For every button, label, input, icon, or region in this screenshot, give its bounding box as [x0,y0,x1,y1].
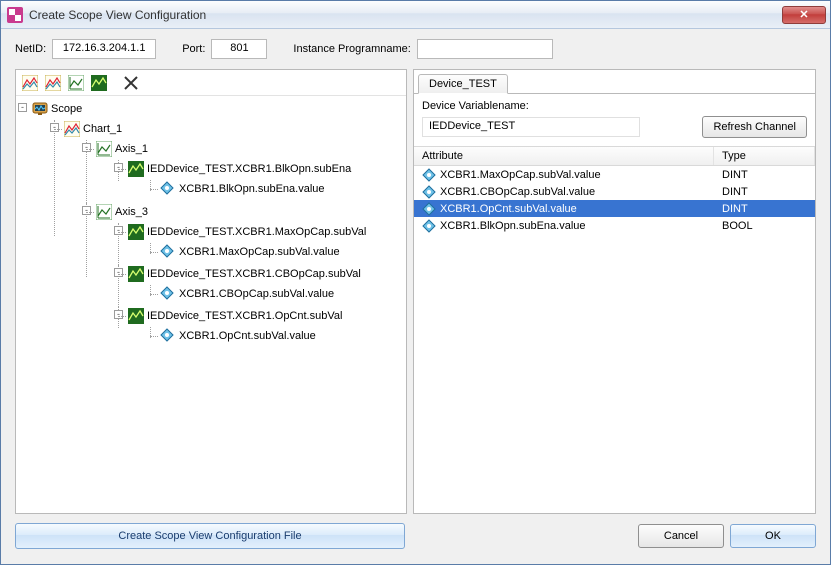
device-panel: Device_TEST Device Variablename: IEDDevi… [413,69,816,514]
variable-icon [160,244,176,260]
tree-node-device[interactable]: IEDDevice_TEST.XCBR1.OpCnt.subVal [128,308,342,324]
attribute-type: BOOL [714,220,815,232]
attribute-name: XCBR1.MaxOpCap.subVal.value [440,169,601,181]
refresh-channel-button[interactable]: Refresh Channel [702,116,807,138]
header-type[interactable]: Type [714,147,815,165]
attribute-row[interactable]: XCBR1.OpCnt.subVal.value DINT [414,200,815,217]
variable-icon [422,219,436,233]
scope-icon [32,101,48,117]
variable-icon [422,168,436,182]
expander-icon[interactable]: - [114,226,123,235]
attribute-row[interactable]: XCBR1.CBOpCap.subVal.value DINT [414,183,815,200]
app-icon [7,7,23,23]
device-varname-value: IEDDevice_TEST [422,117,640,137]
toolbar-delete[interactable] [121,73,141,93]
channel-icon [128,161,144,177]
chart-icon [64,121,80,137]
toolbar-scan-channel[interactable] [89,73,109,93]
close-button[interactable]: ✕ [782,6,826,24]
attribute-row[interactable]: XCBR1.BlkOpn.subEna.value BOOL [414,217,815,234]
window-title: Create Scope View Configuration [29,8,782,22]
axis-icon [96,204,112,220]
attribute-name: XCBR1.OpCnt.subVal.value [440,203,577,215]
channel-icon [128,308,144,324]
axis-icon [96,141,112,157]
variable-icon [160,286,176,302]
attribute-list[interactable]: XCBR1.MaxOpCap.subVal.valueDINTXCBR1.CBO… [414,166,815,513]
port-input[interactable]: 801 [211,39,267,59]
attribute-type: DINT [714,186,815,198]
variable-icon [422,202,436,216]
expander-icon[interactable]: - [114,310,123,319]
tree-node-axis-1[interactable]: Axis_1 [96,141,148,157]
dialog-footer: Create Scope View Configuration File Can… [1,520,830,564]
tree-node-device[interactable]: IEDDevice_TEST.XCBR1.BlkOpn.subEna [128,161,351,177]
cancel-button[interactable]: Cancel [638,524,724,548]
toolbar-scan-chart[interactable] [43,73,63,93]
attribute-type: DINT [714,203,815,215]
create-config-file-button[interactable]: Create Scope View Configuration File [15,523,405,549]
attribute-list-header: Attribute Type [414,146,815,166]
ok-button[interactable]: OK [730,524,816,548]
expander-icon[interactable]: - [114,268,123,277]
device-header: Device Variablename: IEDDevice_TEST Refr… [414,94,815,140]
main-area: - Scope - Chart_1 [1,69,830,520]
channel-icon [128,224,144,240]
instance-label: Instance Programname: [293,43,410,55]
dialog-window: Create Scope View Configuration ✕ NetID:… [0,0,831,565]
tree-node-variable[interactable]: XCBR1.BlkOpn.subEna.value [160,181,325,197]
expander-icon[interactable]: - [82,206,91,215]
instance-input[interactable] [417,39,553,59]
tree-toolbar [16,70,406,96]
expander-icon[interactable]: - [18,103,27,112]
tree-view[interactable]: - Scope - Chart_1 [16,96,406,513]
title-bar: Create Scope View Configuration ✕ [1,1,830,29]
variable-icon [422,185,436,199]
attribute-row[interactable]: XCBR1.MaxOpCap.subVal.value DINT [414,166,815,183]
tree-node-variable[interactable]: XCBR1.CBOpCap.subVal.value [160,286,334,302]
expander-icon[interactable]: - [82,143,91,152]
attribute-name: XCBR1.CBOpCap.subVal.value [440,186,595,198]
netid-label: NetID: [15,43,46,55]
channel-icon [128,266,144,282]
tree-node-device[interactable]: IEDDevice_TEST.XCBR1.CBOpCap.subVal [128,266,361,282]
expander-icon[interactable]: - [50,123,59,132]
tree-node-scope[interactable]: Scope [32,101,82,117]
tree-node-variable[interactable]: XCBR1.OpCnt.subVal.value [160,328,316,344]
variable-icon [160,328,176,344]
attribute-name: XCBR1.BlkOpn.subEna.value [440,220,586,232]
tab-device[interactable]: Device_TEST [418,74,508,94]
tree-node-axis-3[interactable]: Axis_3 [96,204,148,220]
header-attribute[interactable]: Attribute [414,147,714,165]
tree-panel: - Scope - Chart_1 [15,69,407,514]
tree-node-chart[interactable]: Chart_1 [64,121,122,137]
variable-icon [160,181,176,197]
tree-node-variable[interactable]: XCBR1.MaxOpCap.subVal.value [160,244,340,260]
port-label: Port: [182,43,205,55]
device-varname-label: Device Variablename: [422,100,807,112]
attribute-type: DINT [714,169,815,181]
close-icon: ✕ [799,8,808,21]
tree-node-device[interactable]: IEDDevice_TEST.XCBR1.MaxOpCap.subVal [128,224,366,240]
tab-strip: Device_TEST [414,70,815,94]
expander-icon[interactable]: - [114,163,123,172]
toolbar-scan-axis[interactable] [66,73,86,93]
form-row: NetID: 172.16.3.204.1.1 Port: 801 Instan… [1,29,830,69]
netid-input[interactable]: 172.16.3.204.1.1 [52,39,156,59]
toolbar-scan-scope[interactable] [20,73,40,93]
